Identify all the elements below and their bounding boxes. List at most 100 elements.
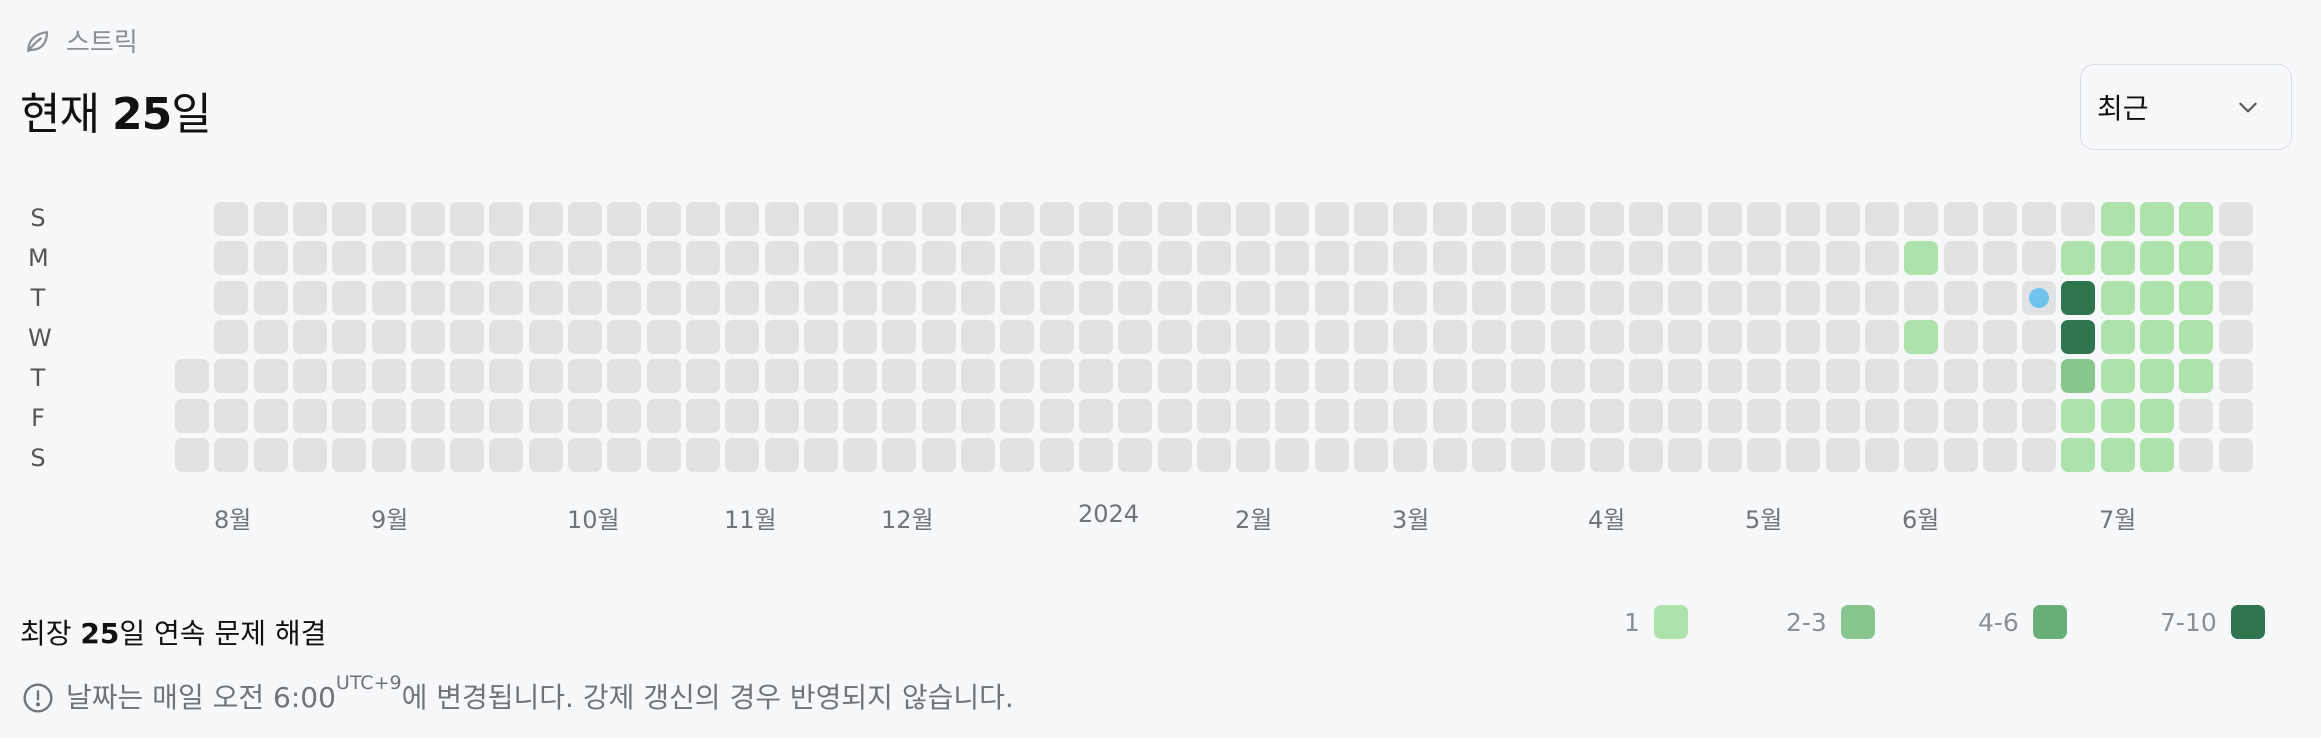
heatmap-cell[interactable] xyxy=(1589,319,1624,354)
heatmap-cell[interactable] xyxy=(1511,241,1546,276)
heatmap-cell[interactable] xyxy=(2061,202,2096,236)
heatmap-cell[interactable] xyxy=(1668,398,1703,433)
heatmap-cell[interactable] xyxy=(450,359,485,394)
heatmap-cell[interactable] xyxy=(1432,280,1467,315)
heatmap-cell[interactable] xyxy=(1039,241,1074,276)
heatmap-cell[interactable] xyxy=(371,437,406,472)
heatmap-cell[interactable] xyxy=(450,280,485,315)
heatmap-cell[interactable] xyxy=(1000,437,1035,472)
heatmap-cell[interactable] xyxy=(1943,398,1978,433)
heatmap-cell[interactable] xyxy=(2218,437,2253,472)
heatmap-cell[interactable] xyxy=(528,319,563,354)
heatmap-cell[interactable] xyxy=(646,280,681,315)
heatmap-cell[interactable] xyxy=(450,202,485,236)
heatmap-cell[interactable] xyxy=(2140,202,2174,236)
heatmap-cell[interactable] xyxy=(764,202,799,236)
heatmap-cell[interactable] xyxy=(1393,398,1428,433)
heatmap-cell[interactable] xyxy=(882,359,917,394)
heatmap-cell[interactable] xyxy=(2100,202,2135,236)
heatmap-cell[interactable] xyxy=(1471,359,1506,394)
heatmap-cell[interactable] xyxy=(1629,280,1664,315)
heatmap-cell[interactable] xyxy=(961,202,995,236)
heatmap-cell[interactable] xyxy=(1157,241,1192,276)
heatmap-cell[interactable] xyxy=(1629,437,1664,472)
heatmap-cell[interactable] xyxy=(1078,202,1113,236)
heatmap-cell[interactable] xyxy=(725,280,760,315)
heatmap-cell[interactable] xyxy=(2140,437,2174,472)
heatmap-cell[interactable] xyxy=(1825,359,1860,394)
heatmap-cell[interactable] xyxy=(489,319,524,354)
heatmap-cell[interactable] xyxy=(1275,437,1310,472)
heatmap-cell[interactable] xyxy=(1707,319,1742,354)
heatmap-cell[interactable] xyxy=(607,359,642,394)
heatmap-cell[interactable] xyxy=(450,319,485,354)
heatmap-cell[interactable] xyxy=(921,202,956,236)
heatmap-cell[interactable] xyxy=(1275,241,1310,276)
heatmap-cell[interactable] xyxy=(1747,202,1781,236)
heatmap-cell[interactable] xyxy=(2100,241,2135,276)
heatmap-cell[interactable] xyxy=(1511,398,1546,433)
heatmap-cell[interactable] xyxy=(2100,437,2135,472)
heatmap-cell[interactable] xyxy=(1511,437,1546,472)
heatmap-cell[interactable] xyxy=(410,437,445,472)
heatmap-cell[interactable] xyxy=(961,280,995,315)
heatmap-cell[interactable] xyxy=(1786,437,1821,472)
heatmap-cell[interactable] xyxy=(568,202,602,236)
heatmap-cell[interactable] xyxy=(843,280,878,315)
heatmap-cell[interactable] xyxy=(2179,437,2214,472)
heatmap-cell[interactable] xyxy=(1982,241,2017,276)
heatmap-cell[interactable] xyxy=(1196,241,1231,276)
heatmap-cell[interactable] xyxy=(725,202,760,236)
heatmap-cell[interactable] xyxy=(1668,202,1703,236)
heatmap-cell[interactable] xyxy=(1354,241,1388,276)
heatmap-cell[interactable] xyxy=(1432,437,1467,472)
heatmap-cell[interactable] xyxy=(292,319,327,354)
heatmap-cell[interactable] xyxy=(253,241,288,276)
heatmap-cell[interactable] xyxy=(214,437,249,472)
heatmap-cell[interactable] xyxy=(1393,359,1428,394)
heatmap-cell[interactable] xyxy=(1118,241,1153,276)
heatmap-cell[interactable] xyxy=(371,241,406,276)
heatmap-cell[interactable] xyxy=(450,241,485,276)
heatmap-cell[interactable] xyxy=(685,241,720,276)
heatmap-cell[interactable] xyxy=(1668,280,1703,315)
heatmap-cell[interactable] xyxy=(1078,398,1113,433)
heatmap-cell[interactable] xyxy=(1904,202,1939,236)
heatmap-cell[interactable] xyxy=(961,398,995,433)
heatmap-cell[interactable] xyxy=(1707,359,1742,394)
heatmap-cell[interactable] xyxy=(568,398,602,433)
heatmap-cell[interactable] xyxy=(1118,398,1153,433)
heatmap-cell[interactable] xyxy=(214,241,249,276)
heatmap-cell[interactable] xyxy=(1314,202,1349,236)
heatmap-cell[interactable] xyxy=(214,280,249,315)
heatmap-cell[interactable] xyxy=(843,202,878,236)
heatmap-cell[interactable] xyxy=(1078,437,1113,472)
heatmap-cell[interactable] xyxy=(2061,437,2096,472)
heatmap-cell[interactable] xyxy=(1471,319,1506,354)
heatmap-cell[interactable] xyxy=(685,202,720,236)
heatmap-cell[interactable] xyxy=(1982,202,2017,236)
heatmap-cell[interactable] xyxy=(1550,202,1585,236)
heatmap-cell[interactable] xyxy=(489,280,524,315)
heatmap-cell[interactable] xyxy=(2218,359,2253,394)
heatmap-cell[interactable] xyxy=(685,280,720,315)
heatmap-cell[interactable] xyxy=(1589,241,1624,276)
heatmap-cell[interactable] xyxy=(489,437,524,472)
heatmap-cell[interactable] xyxy=(1825,280,1860,315)
heatmap-cell[interactable] xyxy=(803,359,838,394)
heatmap-cell[interactable] xyxy=(2140,319,2174,354)
heatmap-cell[interactable] xyxy=(803,241,838,276)
heatmap-cell[interactable] xyxy=(292,280,327,315)
heatmap-cell[interactable] xyxy=(1000,202,1035,236)
heatmap-cell[interactable] xyxy=(1000,398,1035,433)
heatmap-cell[interactable] xyxy=(2218,398,2253,433)
heatmap-cell[interactable] xyxy=(921,398,956,433)
heatmap-cell[interactable] xyxy=(1196,398,1231,433)
heatmap-cell[interactable] xyxy=(214,319,249,354)
heatmap-cell[interactable] xyxy=(1786,319,1821,354)
heatmap-cell[interactable] xyxy=(1275,202,1310,236)
heatmap-cell[interactable] xyxy=(843,241,878,276)
heatmap-cell[interactable] xyxy=(2061,241,2096,276)
heatmap-cell[interactable] xyxy=(1589,437,1624,472)
heatmap-cell[interactable] xyxy=(646,241,681,276)
